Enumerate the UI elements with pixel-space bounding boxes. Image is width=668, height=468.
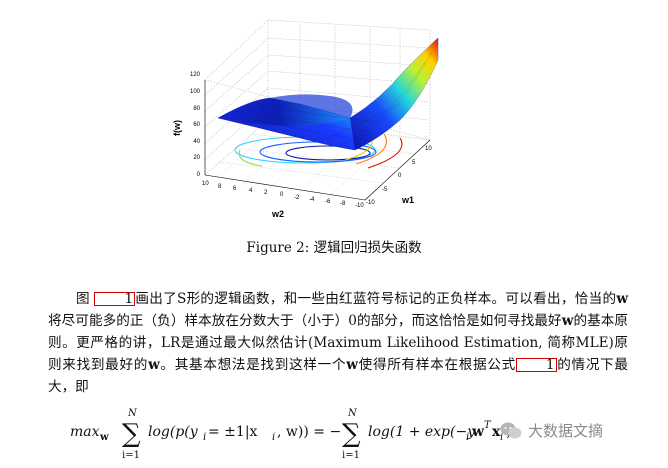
w1-axis: 10 5 0 -5 -10 w1 [364, 139, 432, 206]
eq-rhs-x: x [492, 424, 501, 440]
z-tick: 100 [190, 89, 201, 95]
body-paragraph: 图 1 画出了S形的逻辑函数，和一些由红蓝符号标记的正负样本。可以看出，恰当的w将… [48, 288, 628, 398]
eq-lhs-sub2: i [272, 432, 275, 443]
text-segment: 的情况下最大，即 [48, 357, 629, 395]
w2-tick: 8 [218, 184, 222, 190]
z-tick: 40 [193, 139, 200, 145]
z-axis-label: f(w) [172, 120, 182, 136]
figure-caption: Figure 2: 逻辑回归损失函数 [246, 240, 422, 256]
w2-tick: -4 [309, 197, 315, 203]
w2-axis-label: w2 [271, 209, 284, 219]
text-segment: 。其基本想法是找到这样一个 [159, 357, 347, 373]
eq-lhs-rest: = ±1|x [208, 424, 258, 440]
w1-tick: 5 [412, 160, 416, 166]
watermark: 大数据文摘 [500, 420, 603, 441]
z-tick: 120 [190, 72, 201, 78]
eq-rhs-sub2: i [500, 432, 503, 443]
vector-w: w [148, 357, 160, 373]
z-tick: 0 [197, 172, 201, 178]
w2-tick: -2 [294, 195, 300, 201]
w2-tick: 6 [233, 186, 237, 192]
eq-sum2-upper: N [347, 408, 358, 419]
vector-w: w [346, 357, 358, 373]
w1-tick: 10 [425, 146, 432, 152]
vector-w: w [561, 313, 574, 329]
text-segment: 使得所有样本在根据公式 [357, 357, 516, 373]
w2-tick: 10 [202, 181, 209, 187]
eq-lhs-sub: i [203, 432, 206, 443]
eq-sum-symbol-2: ∑ [342, 419, 361, 449]
w1-tick: -10 [366, 200, 375, 206]
z-tick: 60 [193, 122, 200, 128]
text-segment: 图 [76, 291, 90, 307]
w1-tick: 0 [398, 173, 402, 179]
eq-max-sub: w [99, 432, 109, 443]
eq-rhs-sub: i [466, 432, 469, 443]
w2-tick: 0 [280, 192, 284, 198]
w1-tick: -5 [382, 187, 388, 193]
loss-surface [217, 37, 439, 151]
w2-tick: -6 [325, 199, 331, 205]
vector-w: w [616, 291, 629, 307]
eq-max: max [70, 424, 100, 440]
eq-sum-symbol: ∑ [122, 419, 141, 449]
eq-sum-upper: N [127, 408, 138, 419]
text-segment: 将尽可能多的正（负）样本放在分数大于（小于）0的部分，而这恰恰是如何寻找最好 [48, 313, 562, 329]
eq-sum-lower: i=1 [122, 450, 140, 461]
eq-lhs-rest2: , w)) = − [277, 424, 341, 440]
watermark-text: 大数据文摘 [528, 423, 604, 440]
w2-tick: -8 [340, 201, 346, 207]
eq-rhs-sup: T [484, 420, 492, 431]
w2-tick: -10 [355, 203, 364, 209]
wechat-icon [500, 422, 522, 438]
figure-reference-link[interactable]: 1 [94, 292, 136, 306]
w2-tick: 4 [249, 188, 253, 194]
eq-lhs-body: log(p(y [148, 424, 199, 440]
z-tick: 20 [193, 155, 200, 161]
w2-tick: 2 [264, 190, 268, 196]
text-segment: 的基本原则。更严格的讲，LR是通过最大似然估计(Maximum Likeliho… [48, 313, 628, 373]
eq-sum2-lower: i=1 [342, 450, 360, 461]
w2-axis: 10 8 6 4 2 0 -2 -4 -6 -8 -10 w2 [202, 174, 366, 219]
equation-reference-link[interactable]: 1 [515, 358, 557, 372]
w1-axis-label: w1 [401, 195, 414, 205]
text-segment: 画出了S形的逻辑函数，和一些由红蓝符号标记的正负样本。可以看出，恰当的 [135, 291, 617, 307]
eq-rhs-body: log(1 + exp(−y [368, 424, 476, 440]
loss-surface-figure: 120 100 80 60 40 20 0 f(w) 10 8 6 4 2 0 … [172, 19, 439, 219]
eq-rhs-w: w [471, 424, 485, 440]
z-axis: 120 100 80 60 40 20 0 f(w) [172, 72, 206, 178]
z-tick: 80 [193, 106, 200, 112]
